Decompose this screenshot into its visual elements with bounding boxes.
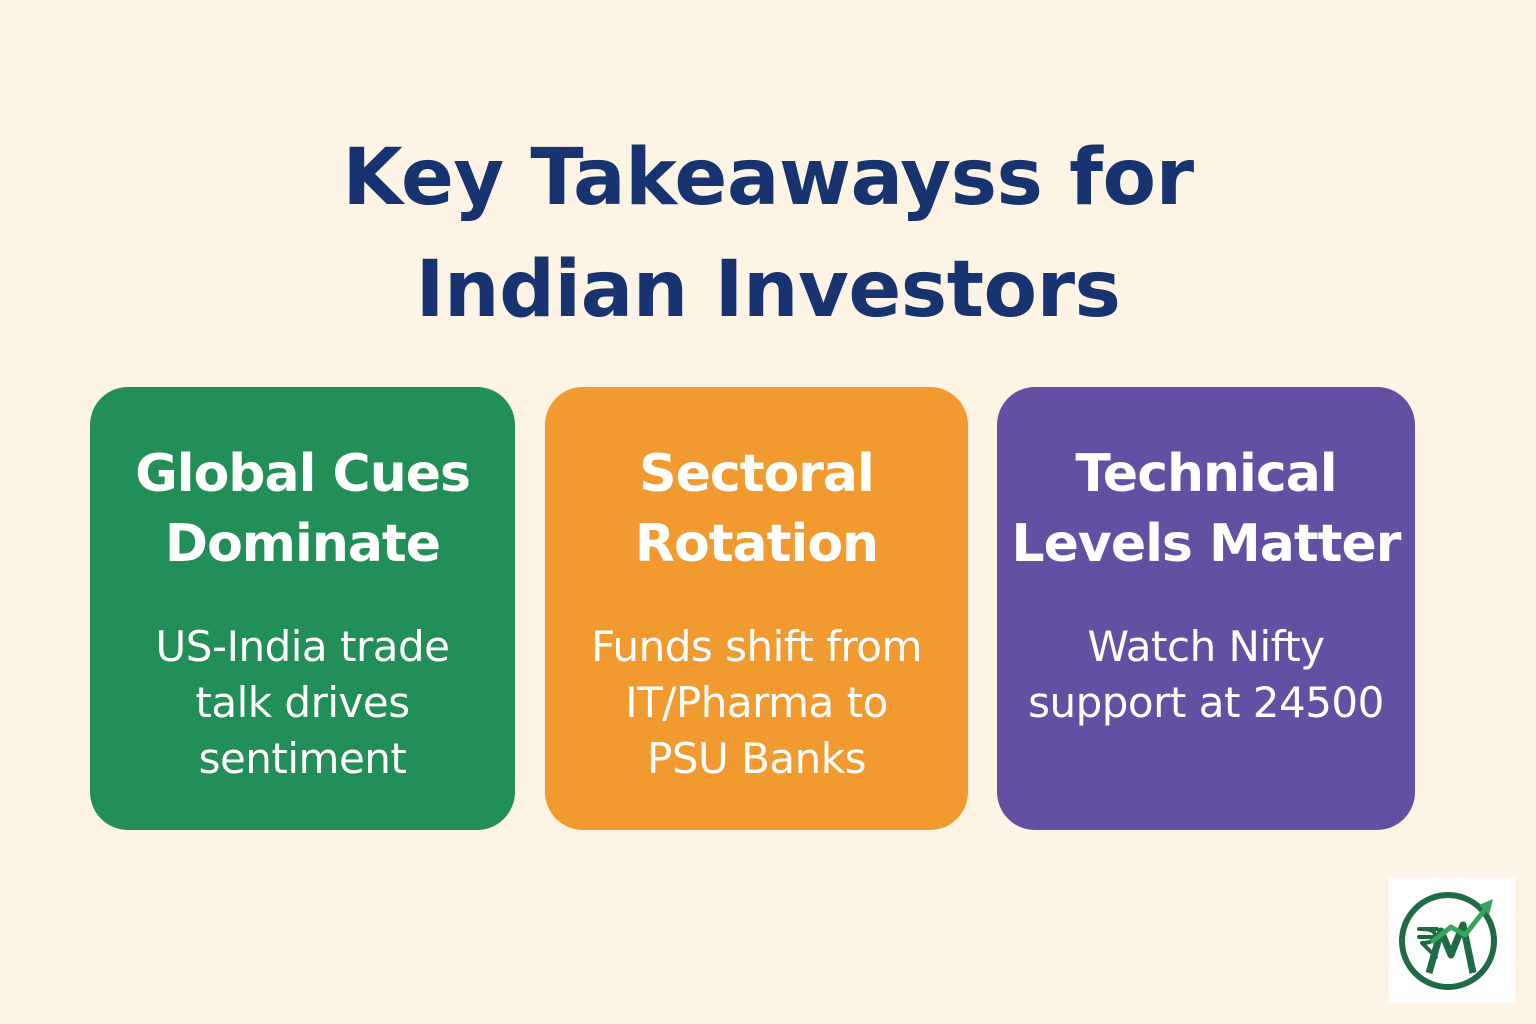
card-technical-levels: Technical Levels Matter Watch Nifty supp… xyxy=(997,387,1415,830)
card-global-cues: Global Cues Dominate US-India trade talk… xyxy=(90,387,515,830)
card-body-line: IT/Pharma to xyxy=(625,678,888,727)
page-title-line-1: Key Takeawayss for xyxy=(342,133,1194,223)
card-body-line: PSU Banks xyxy=(647,734,866,783)
card-body-line: Watch Nifty xyxy=(1087,622,1325,671)
card-body: US-India trade talk drives sentiment xyxy=(90,619,515,787)
rupee-growth-chart-logo-icon xyxy=(1399,892,1497,990)
card-heading: Sectoral Rotation xyxy=(545,439,968,579)
card-body: Funds shift from IT/Pharma to PSU Banks xyxy=(545,619,968,787)
page-title: Key Takeawayss for Indian Investors xyxy=(0,122,1536,346)
card-body-line: US-India trade xyxy=(155,622,450,671)
brand-logo xyxy=(1389,877,1515,1003)
card-heading-line: Technical xyxy=(1075,444,1337,504)
card-heading-line: Dominate xyxy=(164,514,441,574)
card-heading-line: Global Cues xyxy=(135,444,471,504)
card-body: Watch Nifty support at 24500 xyxy=(997,619,1415,731)
page-title-line-2: Indian Investors xyxy=(415,245,1121,335)
card-sectoral-rotation: Sectoral Rotation Funds shift from IT/Ph… xyxy=(545,387,968,830)
card-heading-line: Sectoral xyxy=(639,444,875,504)
card-body-line: support at 24500 xyxy=(1028,678,1384,727)
card-body-line: talk drives xyxy=(195,678,410,727)
card-body-line: Funds shift from xyxy=(591,622,922,671)
card-heading-line: Levels Matter xyxy=(1011,514,1402,574)
card-body-line: sentiment xyxy=(198,734,407,783)
card-heading: Global Cues Dominate xyxy=(90,439,515,579)
card-heading-line: Rotation xyxy=(634,514,879,574)
card-heading: Technical Levels Matter xyxy=(997,439,1415,579)
